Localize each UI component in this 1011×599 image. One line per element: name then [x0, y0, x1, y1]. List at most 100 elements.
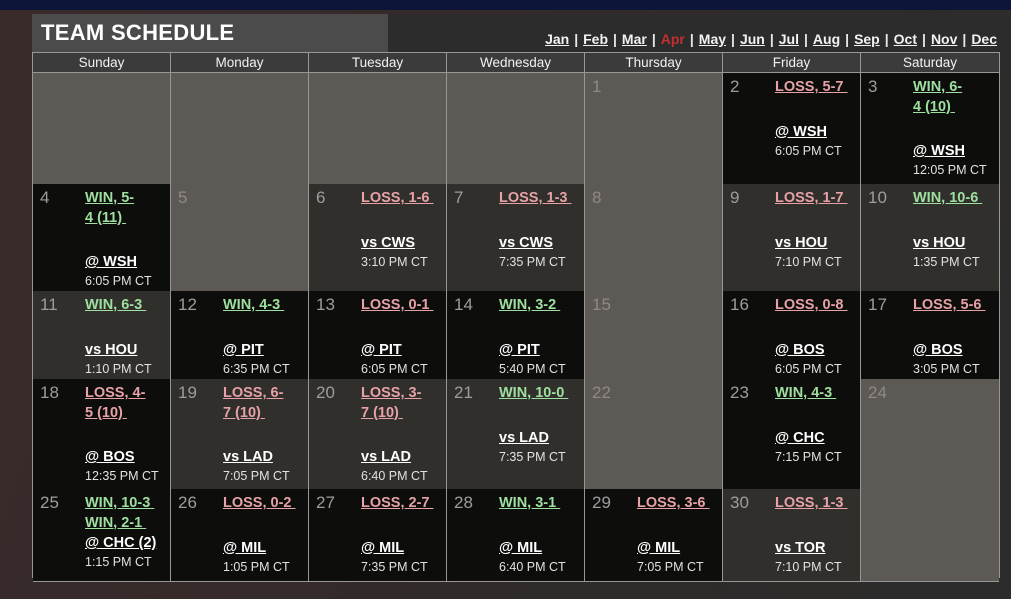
result-line: WIN, 10-6 [913, 190, 983, 206]
game-result-link[interactable]: WIN, 10-0 [499, 384, 568, 404]
month-link-apr[interactable]: Apr [660, 31, 685, 47]
opponent-link[interactable]: @ CHC [775, 429, 825, 446]
opponent-link[interactable]: vs HOU [913, 234, 966, 251]
game-result-link[interactable]: WIN, 5-4 (11) [85, 189, 166, 228]
game-info: WIN, 10-6 vs HOU 1:35 PM CT [913, 189, 995, 271]
game-result-link[interactable]: WIN, 3-2 [499, 296, 560, 316]
game-result-link[interactable]: LOSS, 0-1 [361, 296, 434, 316]
opponent-link[interactable]: @ BOS [913, 341, 963, 358]
game-result-link[interactable]: LOSS, 1-3 [775, 494, 848, 514]
opponent-link[interactable]: @ WSH [775, 123, 827, 140]
game-info: LOSS, 0-8 @ BOS 6:05 PM CT [775, 296, 856, 378]
game-result-link[interactable]: WIN, 6-3 [85, 296, 146, 316]
day-number: 10 [868, 188, 887, 207]
opponent-link[interactable]: vs LAD [223, 449, 273, 465]
calendar-day-game: 14 WIN, 3-2 @ PIT 5:40 PM CT [447, 291, 585, 384]
opponent-link[interactable]: vs LAD [361, 449, 411, 465]
day-number: 23 [730, 383, 749, 402]
dow-header-wednesday: Wednesday [447, 53, 585, 73]
day-number: 28 [454, 493, 473, 512]
month-link-dec[interactable]: Dec [971, 31, 997, 47]
opponent-link[interactable]: @ PIT [499, 341, 540, 358]
opponent-link[interactable]: vs TOR [775, 539, 826, 556]
result-line: LOSS, 1-3 [775, 495, 848, 511]
month-link-jun[interactable]: Jun [739, 31, 765, 47]
game-result-link[interactable]: LOSS, 0-2 [223, 494, 296, 514]
game-result-link[interactable]: WIN, 2-1 [85, 514, 146, 534]
month-link-sep[interactable]: Sep [854, 31, 880, 47]
game-time: 3:05 PM CT [913, 361, 980, 376]
team-schedule-widget: TEAM SCHEDULE Jan | Feb | Mar | Apr | Ma… [32, 14, 1000, 582]
game-result-link[interactable]: WIN, 4-3 [775, 384, 836, 404]
game-time: 7:15 PM CT [775, 449, 842, 464]
opponent-link[interactable]: @ PIT [223, 341, 264, 358]
game-time: 12:05 PM CT [913, 163, 987, 177]
opponent-link[interactable]: @ MIL [637, 539, 681, 556]
opponent-link[interactable]: @ MIL [361, 539, 405, 556]
title-box: TEAM SCHEDULE [32, 14, 388, 52]
opponent-link[interactable]: @ MIL [223, 539, 267, 556]
game-result-link[interactable]: LOSS, 1-7 [775, 189, 848, 209]
day-number: 30 [730, 493, 749, 512]
opponent-link[interactable]: @ MIL [499, 539, 543, 556]
day-number: 16 [730, 295, 749, 314]
game-result-link[interactable]: WIN, 10-3 [85, 494, 154, 514]
month-link-aug[interactable]: Aug [812, 31, 841, 47]
game-result-link[interactable]: WIN, 4-3 [223, 296, 284, 316]
game-time: 6:05 PM CT [85, 274, 152, 288]
result-line: WIN, 2-1 [85, 514, 147, 531]
month-link-feb[interactable]: Feb [583, 31, 608, 47]
opponent-link[interactable]: vs CWS [499, 234, 553, 251]
month-link-jul[interactable]: Jul [778, 31, 799, 47]
game-result-link[interactable]: LOSS, 3-7 (10) [361, 384, 442, 423]
opponent-link[interactable]: @ BOS [85, 449, 135, 465]
result-line: WIN, 3-2 [499, 297, 561, 313]
game-result-link[interactable]: LOSS, 1-6 [361, 189, 434, 209]
game-result-link[interactable]: LOSS, 5-6 [913, 296, 986, 316]
day-number: 24 [868, 383, 887, 402]
game-time: 6:40 PM CT [499, 559, 566, 574]
game-result-link[interactable]: LOSS, 4-5 (10) [85, 384, 166, 423]
opponent-link[interactable]: @ BOS [775, 341, 825, 358]
game-info: WIN, 6-4 (10) @ WSH 12:05 PM CT [913, 78, 995, 179]
game-result-link[interactable]: LOSS, 2-7 [361, 494, 434, 514]
opponent-link[interactable]: @ WSH [913, 143, 965, 159]
month-link-oct[interactable]: Oct [893, 31, 918, 47]
game-result-link[interactable]: LOSS, 5-7 [775, 78, 848, 98]
game-result-link[interactable]: WIN, 6-4 (10) [913, 78, 995, 117]
calendar-day-game: 25 WIN, 10-3 WIN, 2-1 @ CHC (2) 1:15 PM CT [33, 489, 171, 582]
game-result-link[interactable]: WIN, 10-6 [913, 189, 982, 209]
dow-header-tuesday: Tuesday [309, 53, 447, 73]
month-link-jan[interactable]: Jan [545, 31, 570, 47]
page-title: TEAM SCHEDULE [41, 20, 235, 45]
game-result-link[interactable]: LOSS, 6-7 (10) [223, 384, 304, 423]
game-result-link[interactable]: LOSS, 1-3 [499, 189, 572, 209]
opponent-link[interactable]: @ WSH [85, 254, 137, 270]
opponent-link[interactable]: vs LAD [499, 429, 549, 446]
opponent-link[interactable]: vs CWS [361, 234, 415, 251]
game-info: LOSS, 5-7 @ WSH 6:05 PM CT [775, 78, 856, 160]
calendar-day-game: 29 LOSS, 3-6 @ MIL 7:05 PM CT [585, 489, 723, 582]
opponent-link[interactable]: @ CHC (2) [85, 535, 157, 551]
game-time: 7:10 PM CT [775, 254, 842, 269]
month-link-nov[interactable]: Nov [930, 31, 958, 47]
calendar-day-game: 9 LOSS, 1-7 vs HOU 7:10 PM CT [723, 184, 861, 296]
month-separator: | [574, 31, 579, 47]
day-number: 14 [454, 295, 473, 314]
game-time: 6:40 PM CT [361, 469, 428, 483]
day-number: 25 [40, 493, 59, 512]
game-time: 7:10 PM CT [775, 559, 842, 574]
day-number: 6 [316, 188, 326, 207]
opponent-link[interactable]: vs HOU [775, 234, 828, 251]
month-link-mar[interactable]: Mar [621, 31, 647, 47]
game-time: 12:35 PM CT [85, 469, 159, 483]
game-info: LOSS, 1-3 vs TOR 7:10 PM CT [775, 494, 856, 576]
opponent-link[interactable]: @ PIT [361, 341, 402, 358]
game-result-link[interactable]: LOSS, 3-6 [637, 494, 710, 514]
month-separator: | [769, 31, 774, 47]
month-link-may[interactable]: May [698, 31, 727, 47]
opponent-link[interactable]: vs HOU [85, 341, 138, 358]
game-result-link[interactable]: WIN, 3-1 [499, 494, 560, 514]
day-number: 11 [40, 295, 58, 314]
game-result-link[interactable]: LOSS, 0-8 [775, 296, 848, 316]
